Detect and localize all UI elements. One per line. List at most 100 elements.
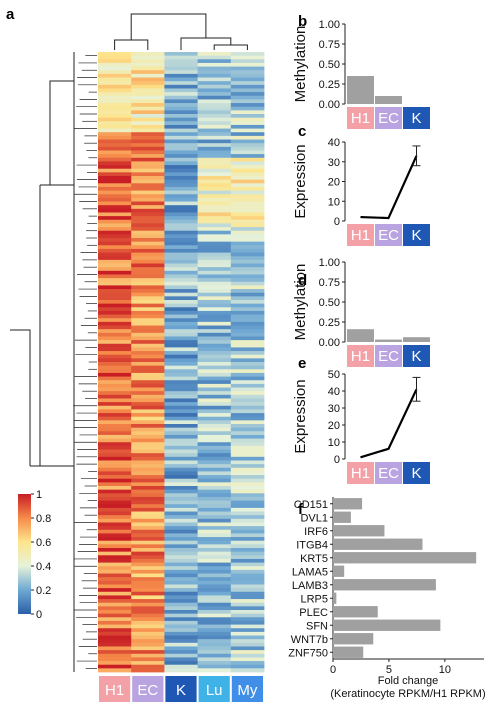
heatmap-cell [230, 197, 265, 202]
heatmap-cell [230, 577, 265, 582]
heatmap-cell [197, 551, 232, 556]
heatmap-cell [131, 518, 165, 523]
heatmap-cell [164, 445, 198, 450]
heatmap-cell [230, 201, 265, 206]
heatmap-cell [131, 278, 165, 283]
heatmap-cell [131, 351, 165, 356]
heatmap-cell [164, 234, 198, 239]
dendro-trunk [30, 185, 41, 467]
heatmap-cell [230, 602, 265, 607]
heatmap-cell [197, 664, 232, 669]
heatmap-cell [98, 135, 132, 140]
group-box-h1 [347, 224, 374, 246]
heatmap-cell [131, 274, 165, 279]
heatmap-cell [98, 591, 132, 596]
heatmap-cell [164, 110, 198, 115]
heatmap-cell [230, 84, 265, 89]
heatmap-cell [98, 548, 132, 553]
heatmap-cell [197, 241, 232, 246]
heatmap-cell [197, 467, 232, 472]
heatmap-cell [197, 631, 232, 636]
heatmap-cell [131, 259, 165, 264]
heatmap-cell [230, 449, 265, 454]
heatmap-cell [230, 628, 265, 633]
heatmap-cell [230, 646, 265, 651]
heatmap-cell [230, 165, 265, 170]
heatmap-cell [98, 562, 132, 567]
group-box-h1 [347, 462, 374, 484]
heatmap-cell [131, 168, 165, 173]
heatmap-cell [197, 555, 232, 560]
heatmap-cell [131, 376, 165, 381]
heatmap-cell [164, 606, 198, 611]
heatmap-cell [197, 263, 232, 268]
heatmap-cell [230, 362, 265, 367]
heatmap-cell [164, 511, 198, 516]
heatmap-cell [164, 179, 198, 184]
heatmap-cell [98, 62, 132, 67]
heatmap-cell [131, 128, 165, 133]
heatmap-cell [230, 347, 265, 352]
heatmap-cell [164, 300, 198, 305]
heatmap-cell [230, 292, 265, 297]
heatmap-cell [164, 383, 198, 388]
heatmap-cell [197, 274, 232, 279]
heatmap-cell [230, 208, 265, 213]
heatmap-cell [98, 110, 132, 115]
heatmap-cell [230, 92, 265, 97]
heatmap-cell [98, 420, 132, 425]
group-label-ec: EC [378, 227, 399, 244]
heatmap-cell [197, 540, 232, 545]
heatmap-cell [197, 427, 232, 432]
heatmap-cell [131, 296, 165, 301]
heatmap-cell [131, 668, 165, 673]
heatmap-cell [131, 606, 165, 611]
heatmap-cell [98, 387, 132, 392]
heatmap-cell [131, 362, 165, 367]
heatmap-cell [131, 631, 165, 636]
heatmap-cell [131, 507, 165, 512]
group-label-ec: EC [378, 348, 399, 365]
heatmap-cell [230, 515, 265, 520]
heatmap-cell [230, 230, 265, 235]
heatmap-cell [230, 343, 265, 348]
heatmap-cell [197, 106, 232, 111]
heatmap-cell [230, 95, 265, 100]
heatmap-cell [164, 168, 198, 173]
heatmap-cell [230, 219, 265, 224]
group-box-k [403, 462, 430, 484]
heatmap-cell [230, 117, 265, 122]
heatmap-cell [230, 325, 265, 330]
heatmap-cell [197, 139, 232, 144]
heatmap-cell [98, 467, 132, 472]
heatmap-cell [230, 391, 265, 396]
group-box-ec [375, 462, 402, 484]
heatmap-cell [197, 296, 232, 301]
heatmap-cell [164, 391, 198, 396]
heatmap-cell [164, 201, 198, 206]
heatmap-cell [230, 139, 265, 144]
heatmap-cell [230, 617, 265, 622]
heatmap-cell [230, 135, 265, 140]
heatmap-cell [98, 595, 132, 600]
heatmap-cell [164, 296, 198, 301]
heatmap-cell [131, 475, 165, 480]
heatmap-cell [131, 555, 165, 560]
heatmap-cell [98, 343, 132, 348]
heatmap-cell [131, 219, 165, 224]
heatmap-cell [131, 526, 165, 531]
heatmap-cell [164, 664, 198, 669]
heatmap-cell [197, 135, 232, 140]
heatmap-cell [131, 103, 165, 108]
heatmap-cell [230, 595, 265, 600]
heatmap-cell [131, 343, 165, 348]
heatmap-cell [230, 573, 265, 578]
heatmap-cell [197, 449, 232, 454]
heatmap-cell [197, 584, 232, 589]
heatmap-cell [197, 526, 232, 531]
heatmap-cell [131, 143, 165, 148]
heatmap-cell [131, 318, 165, 323]
heatmap-cell [230, 289, 265, 294]
heatmap-cell [98, 256, 132, 261]
heatmap-cell [131, 558, 165, 563]
